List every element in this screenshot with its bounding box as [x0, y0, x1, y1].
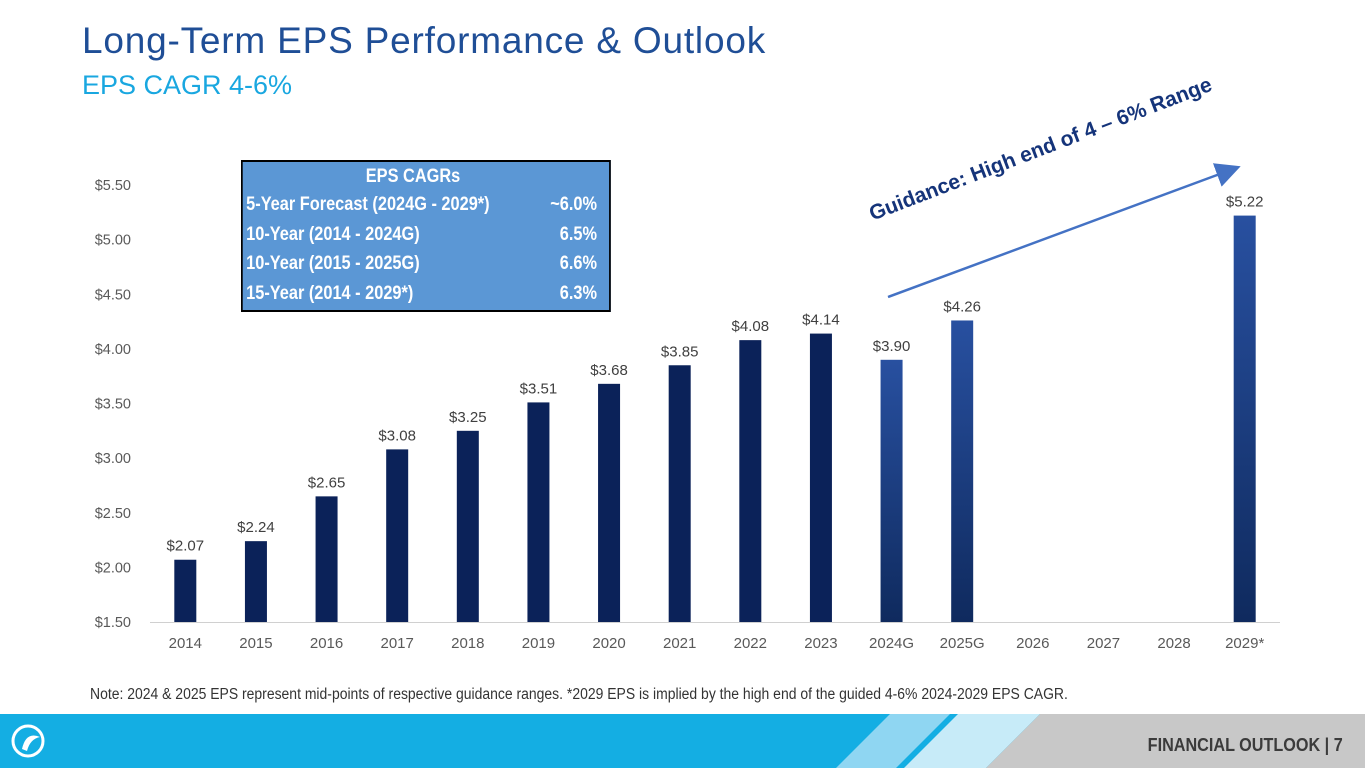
y-tick-label: $5.00 [95, 233, 131, 249]
x-tick-label: 2029* [1225, 635, 1264, 652]
data-label: $3.85 [661, 343, 699, 360]
cagr-row-label: 5-Year Forecast (2024G - 2029*) [246, 194, 490, 215]
eps-bar-chart: $1.50 $2.00 $2.50 $3.00 $3.50 $4.00 $4.50 $5.00… [95, 163, 1280, 652]
y-tick-label: $4.00 [95, 342, 131, 358]
cagr-row-value: 6.5% [559, 223, 598, 245]
data-label: $3.08 [378, 427, 416, 444]
bar [527, 402, 550, 622]
x-tick-label: 2025G [940, 635, 985, 652]
y-tick-label: $2.50 [95, 506, 131, 522]
guidance-arrow [887, 163, 1241, 299]
x-tick-label: 2022 [734, 635, 767, 652]
x-tick-label: 2026 [1016, 635, 1049, 652]
y-tick-label: $3.00 [95, 451, 131, 467]
cagr-table: EPS CAGRs 5-Year Forecast (2024G - 2029*… [241, 160, 611, 312]
y-tick-label: $3.50 [95, 397, 131, 413]
data-label: $2.65 [308, 474, 346, 491]
cagr-row-value: ~6.0% [550, 194, 598, 215]
bar [598, 383, 621, 622]
bar [315, 496, 338, 622]
data-label: $5.22 [1226, 194, 1264, 211]
x-tick-label: 2016 [310, 635, 343, 652]
page-title: Long-Term EPS Performance & Outlook [82, 20, 767, 61]
cagr-row-value: 6.3% [559, 282, 598, 304]
data-label: $2.24 [237, 519, 275, 536]
x-tick-label: 2024G [869, 635, 914, 652]
y-tick-label: $4.50 [95, 287, 131, 303]
bar [174, 559, 197, 622]
bar [739, 340, 762, 622]
data-label: $4.14 [802, 312, 840, 329]
footnote: Note: 2024 & 2025 EPS represent mid-poin… [90, 686, 1068, 703]
x-tick-label: 2028 [1157, 635, 1190, 652]
bar [1233, 215, 1256, 622]
cagr-row-label: 10-Year (2014 - 2024G) [246, 223, 420, 245]
cagr-row-label: 15-Year (2014 - 2029*) [246, 282, 414, 304]
data-label: $3.25 [449, 409, 487, 426]
cagr-row: 10-Year (2014 - 2024G) 6.5% [243, 220, 609, 250]
data-label: $3.51 [520, 380, 558, 397]
footer-section-label: FINANCIAL OUTLOOK | 7 [1147, 735, 1343, 755]
x-tick-label: 2023 [804, 635, 837, 652]
x-tick-label: 2015 [239, 635, 272, 652]
cagr-row: 5-Year Forecast (2024G - 2029*) ~6.0% [243, 190, 609, 220]
bar [244, 541, 267, 622]
x-tick-label: 2014 [169, 635, 202, 652]
company-logo-icon [11, 724, 45, 758]
cagr-row: 10-Year (2015 - 2025G) 6.6% [243, 249, 609, 279]
bar [880, 359, 903, 622]
x-tick-label: 2021 [663, 635, 696, 652]
footer-light-stripe [836, 714, 950, 768]
x-tick-label: 2027 [1087, 635, 1120, 652]
bar [951, 320, 974, 622]
bar [456, 430, 479, 622]
y-tick-label: $5.50 [95, 178, 131, 194]
page-subtitle: EPS CAGR 4-6% [82, 70, 293, 100]
y-tick-label: $1.50 [95, 615, 131, 631]
x-tick-label: 2020 [592, 635, 625, 652]
bar [386, 449, 409, 622]
data-label: $3.90 [873, 338, 911, 355]
bar [809, 333, 832, 622]
x-tick-label: 2017 [381, 635, 414, 652]
data-label: $4.26 [943, 298, 981, 315]
data-label: $4.08 [732, 318, 770, 335]
footer-band [0, 714, 1365, 768]
y-tick-label: $2.00 [95, 560, 131, 576]
data-label: $3.68 [590, 362, 628, 379]
bar [668, 365, 691, 622]
footer-pale-stripe [904, 714, 1040, 768]
cagr-row-value: 6.6% [559, 253, 598, 274]
cagr-table-heading: EPS CAGRs [365, 166, 461, 187]
data-label: $2.07 [167, 538, 205, 555]
footer-gray-panel [986, 714, 1365, 768]
cagr-row: 15-Year (2014 - 2029*) 6.3% [243, 279, 609, 309]
cagr-row-label: 10-Year (2015 - 2025G) [246, 253, 420, 274]
x-tick-label: 2019 [522, 635, 555, 652]
x-tick-label: 2018 [451, 635, 484, 652]
